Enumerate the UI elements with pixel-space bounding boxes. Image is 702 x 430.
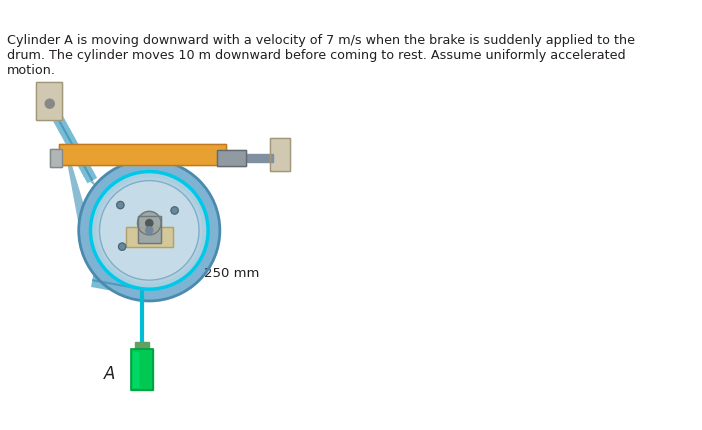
Circle shape	[117, 201, 124, 209]
Bar	[126, 227, 173, 247]
Bar	[138, 216, 161, 243]
Circle shape	[138, 212, 161, 235]
Circle shape	[79, 160, 220, 301]
Bar	[50, 149, 62, 167]
Bar	[59, 144, 226, 165]
Text: Cylinder A is moving downward with a velocity of 7 m/s when the brake is suddenl: Cylinder A is moving downward with a vel…	[7, 34, 635, 77]
Bar	[59, 144, 226, 165]
Bar	[37, 82, 62, 120]
Circle shape	[145, 227, 153, 234]
Bar	[217, 150, 246, 166]
Circle shape	[100, 181, 199, 280]
Bar	[270, 138, 289, 171]
Circle shape	[145, 220, 153, 227]
Bar	[126, 227, 173, 247]
Polygon shape	[68, 160, 97, 258]
Polygon shape	[45, 104, 95, 185]
Circle shape	[171, 207, 178, 214]
Text: A: A	[103, 365, 115, 383]
Circle shape	[45, 99, 54, 108]
Circle shape	[97, 178, 201, 283]
Bar	[217, 150, 246, 166]
Bar	[133, 352, 138, 387]
Bar	[270, 138, 289, 171]
Text: 250 mm: 250 mm	[204, 267, 259, 280]
Bar	[50, 149, 62, 167]
Bar	[135, 342, 150, 349]
Bar	[131, 349, 153, 390]
Bar	[246, 154, 273, 162]
Bar	[131, 349, 153, 390]
Circle shape	[119, 243, 126, 250]
Bar	[37, 82, 62, 120]
Circle shape	[91, 172, 208, 289]
Bar	[138, 216, 161, 243]
